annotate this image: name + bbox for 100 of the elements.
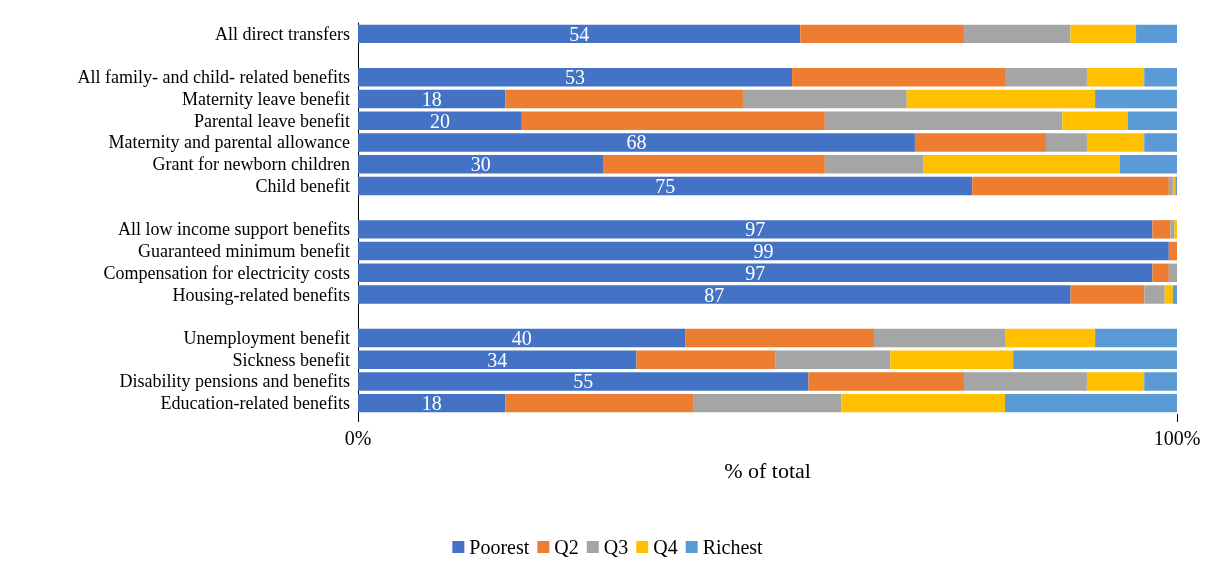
bar bbox=[1144, 68, 1177, 87]
bar bbox=[1070, 24, 1137, 44]
bar bbox=[358, 68, 793, 87]
y-tick-label: Child benefit bbox=[255, 175, 350, 196]
bar bbox=[358, 220, 1153, 239]
bar bbox=[775, 350, 891, 369]
y-tick-label: Maternity and parental allowance bbox=[108, 132, 350, 153]
data-label: 30 bbox=[470, 153, 491, 176]
bar bbox=[1168, 176, 1173, 196]
bar bbox=[358, 372, 809, 391]
bar bbox=[964, 24, 1071, 44]
legend-label: Q2 bbox=[554, 536, 579, 558]
bar bbox=[1144, 372, 1177, 391]
bar bbox=[358, 393, 506, 413]
bar bbox=[358, 350, 637, 369]
bar bbox=[693, 393, 842, 413]
x-tick-label: 0% bbox=[344, 427, 372, 449]
bar bbox=[972, 176, 1169, 196]
y-tick-label: All family- and child- related benefits bbox=[77, 67, 350, 88]
bar bbox=[358, 241, 1169, 261]
x-axis-title: % of total bbox=[724, 457, 811, 483]
bar bbox=[1013, 350, 1177, 369]
data-label: 97 bbox=[745, 261, 766, 284]
legend-label: Q4 bbox=[653, 536, 678, 558]
bar bbox=[824, 111, 1063, 130]
y-tick-label: Unemployment benefit bbox=[183, 327, 350, 348]
bar bbox=[824, 154, 924, 174]
legend-label: Q3 bbox=[603, 536, 629, 558]
bar bbox=[841, 393, 1006, 413]
bar bbox=[1005, 68, 1087, 87]
y-tick-label: All direct transfers bbox=[215, 23, 350, 44]
bar bbox=[1086, 68, 1145, 87]
y-tick-label: All low income support benefits bbox=[118, 219, 350, 240]
bar bbox=[1005, 328, 1096, 348]
bar bbox=[742, 89, 907, 109]
bar bbox=[603, 154, 825, 174]
bar bbox=[358, 24, 801, 44]
legend-label: Poorest bbox=[469, 536, 530, 558]
bar bbox=[890, 350, 1014, 369]
bar bbox=[800, 24, 965, 44]
data-label: 18 bbox=[421, 88, 442, 111]
y-tick-label: Housing-related benefits bbox=[172, 284, 350, 305]
bar bbox=[1170, 220, 1175, 239]
bar bbox=[964, 372, 1087, 391]
bar bbox=[1086, 372, 1145, 391]
bar bbox=[358, 328, 686, 348]
bar bbox=[1164, 285, 1173, 304]
data-label: 40 bbox=[511, 326, 532, 349]
bar bbox=[1095, 89, 1177, 109]
bar bbox=[685, 328, 874, 348]
bar bbox=[1152, 220, 1171, 239]
bar bbox=[1086, 133, 1145, 152]
bar bbox=[1005, 393, 1177, 413]
data-label: 34 bbox=[487, 348, 508, 371]
bar bbox=[521, 111, 825, 130]
bar bbox=[1127, 111, 1177, 130]
y-tick-label: Compensation for electricity costs bbox=[103, 262, 350, 283]
bar bbox=[358, 154, 604, 174]
data-label: 53 bbox=[565, 66, 586, 89]
bar bbox=[1136, 24, 1177, 44]
y-tick-label: Sickness benefit bbox=[232, 349, 350, 370]
bar bbox=[1144, 285, 1165, 304]
bar bbox=[1095, 328, 1177, 348]
bar bbox=[1152, 263, 1169, 283]
bar bbox=[1168, 241, 1177, 261]
data-label: 75 bbox=[655, 174, 676, 197]
bar bbox=[358, 176, 973, 196]
data-label: 68 bbox=[626, 131, 647, 154]
bar bbox=[1045, 133, 1087, 152]
bar bbox=[1119, 154, 1177, 174]
bar bbox=[914, 133, 1046, 152]
legend-label: Richest bbox=[702, 536, 764, 558]
bar bbox=[1070, 285, 1145, 304]
bar bbox=[636, 350, 776, 369]
y-tick-label: Disability pensions and benefits bbox=[119, 371, 350, 392]
data-label: 87 bbox=[704, 283, 725, 306]
data-label: 54 bbox=[569, 22, 590, 45]
bar bbox=[1062, 111, 1128, 130]
bar bbox=[358, 111, 522, 130]
bar bbox=[505, 393, 694, 413]
bar bbox=[358, 133, 915, 152]
bar bbox=[358, 263, 1153, 283]
data-label: 18 bbox=[421, 392, 442, 415]
bar bbox=[505, 89, 743, 109]
data-label: 55 bbox=[573, 370, 594, 393]
bar bbox=[1144, 133, 1177, 152]
bar bbox=[1172, 285, 1177, 304]
y-tick-label: Education-related benefits bbox=[160, 393, 350, 414]
data-label: 99 bbox=[753, 240, 774, 263]
y-tick-label: Grant for newborn children bbox=[152, 154, 350, 175]
bar bbox=[358, 285, 1071, 304]
bar bbox=[923, 154, 1120, 174]
bar bbox=[1168, 263, 1177, 283]
bar bbox=[906, 89, 1096, 109]
y-tick-label: Guaranteed minimum benefit bbox=[138, 241, 350, 262]
data-label: 20 bbox=[429, 109, 450, 132]
y-tick-label: Parental leave benefit bbox=[194, 110, 350, 131]
bar bbox=[358, 89, 506, 109]
y-tick-label: Maternity leave benefit bbox=[182, 89, 350, 110]
bar bbox=[808, 372, 965, 391]
